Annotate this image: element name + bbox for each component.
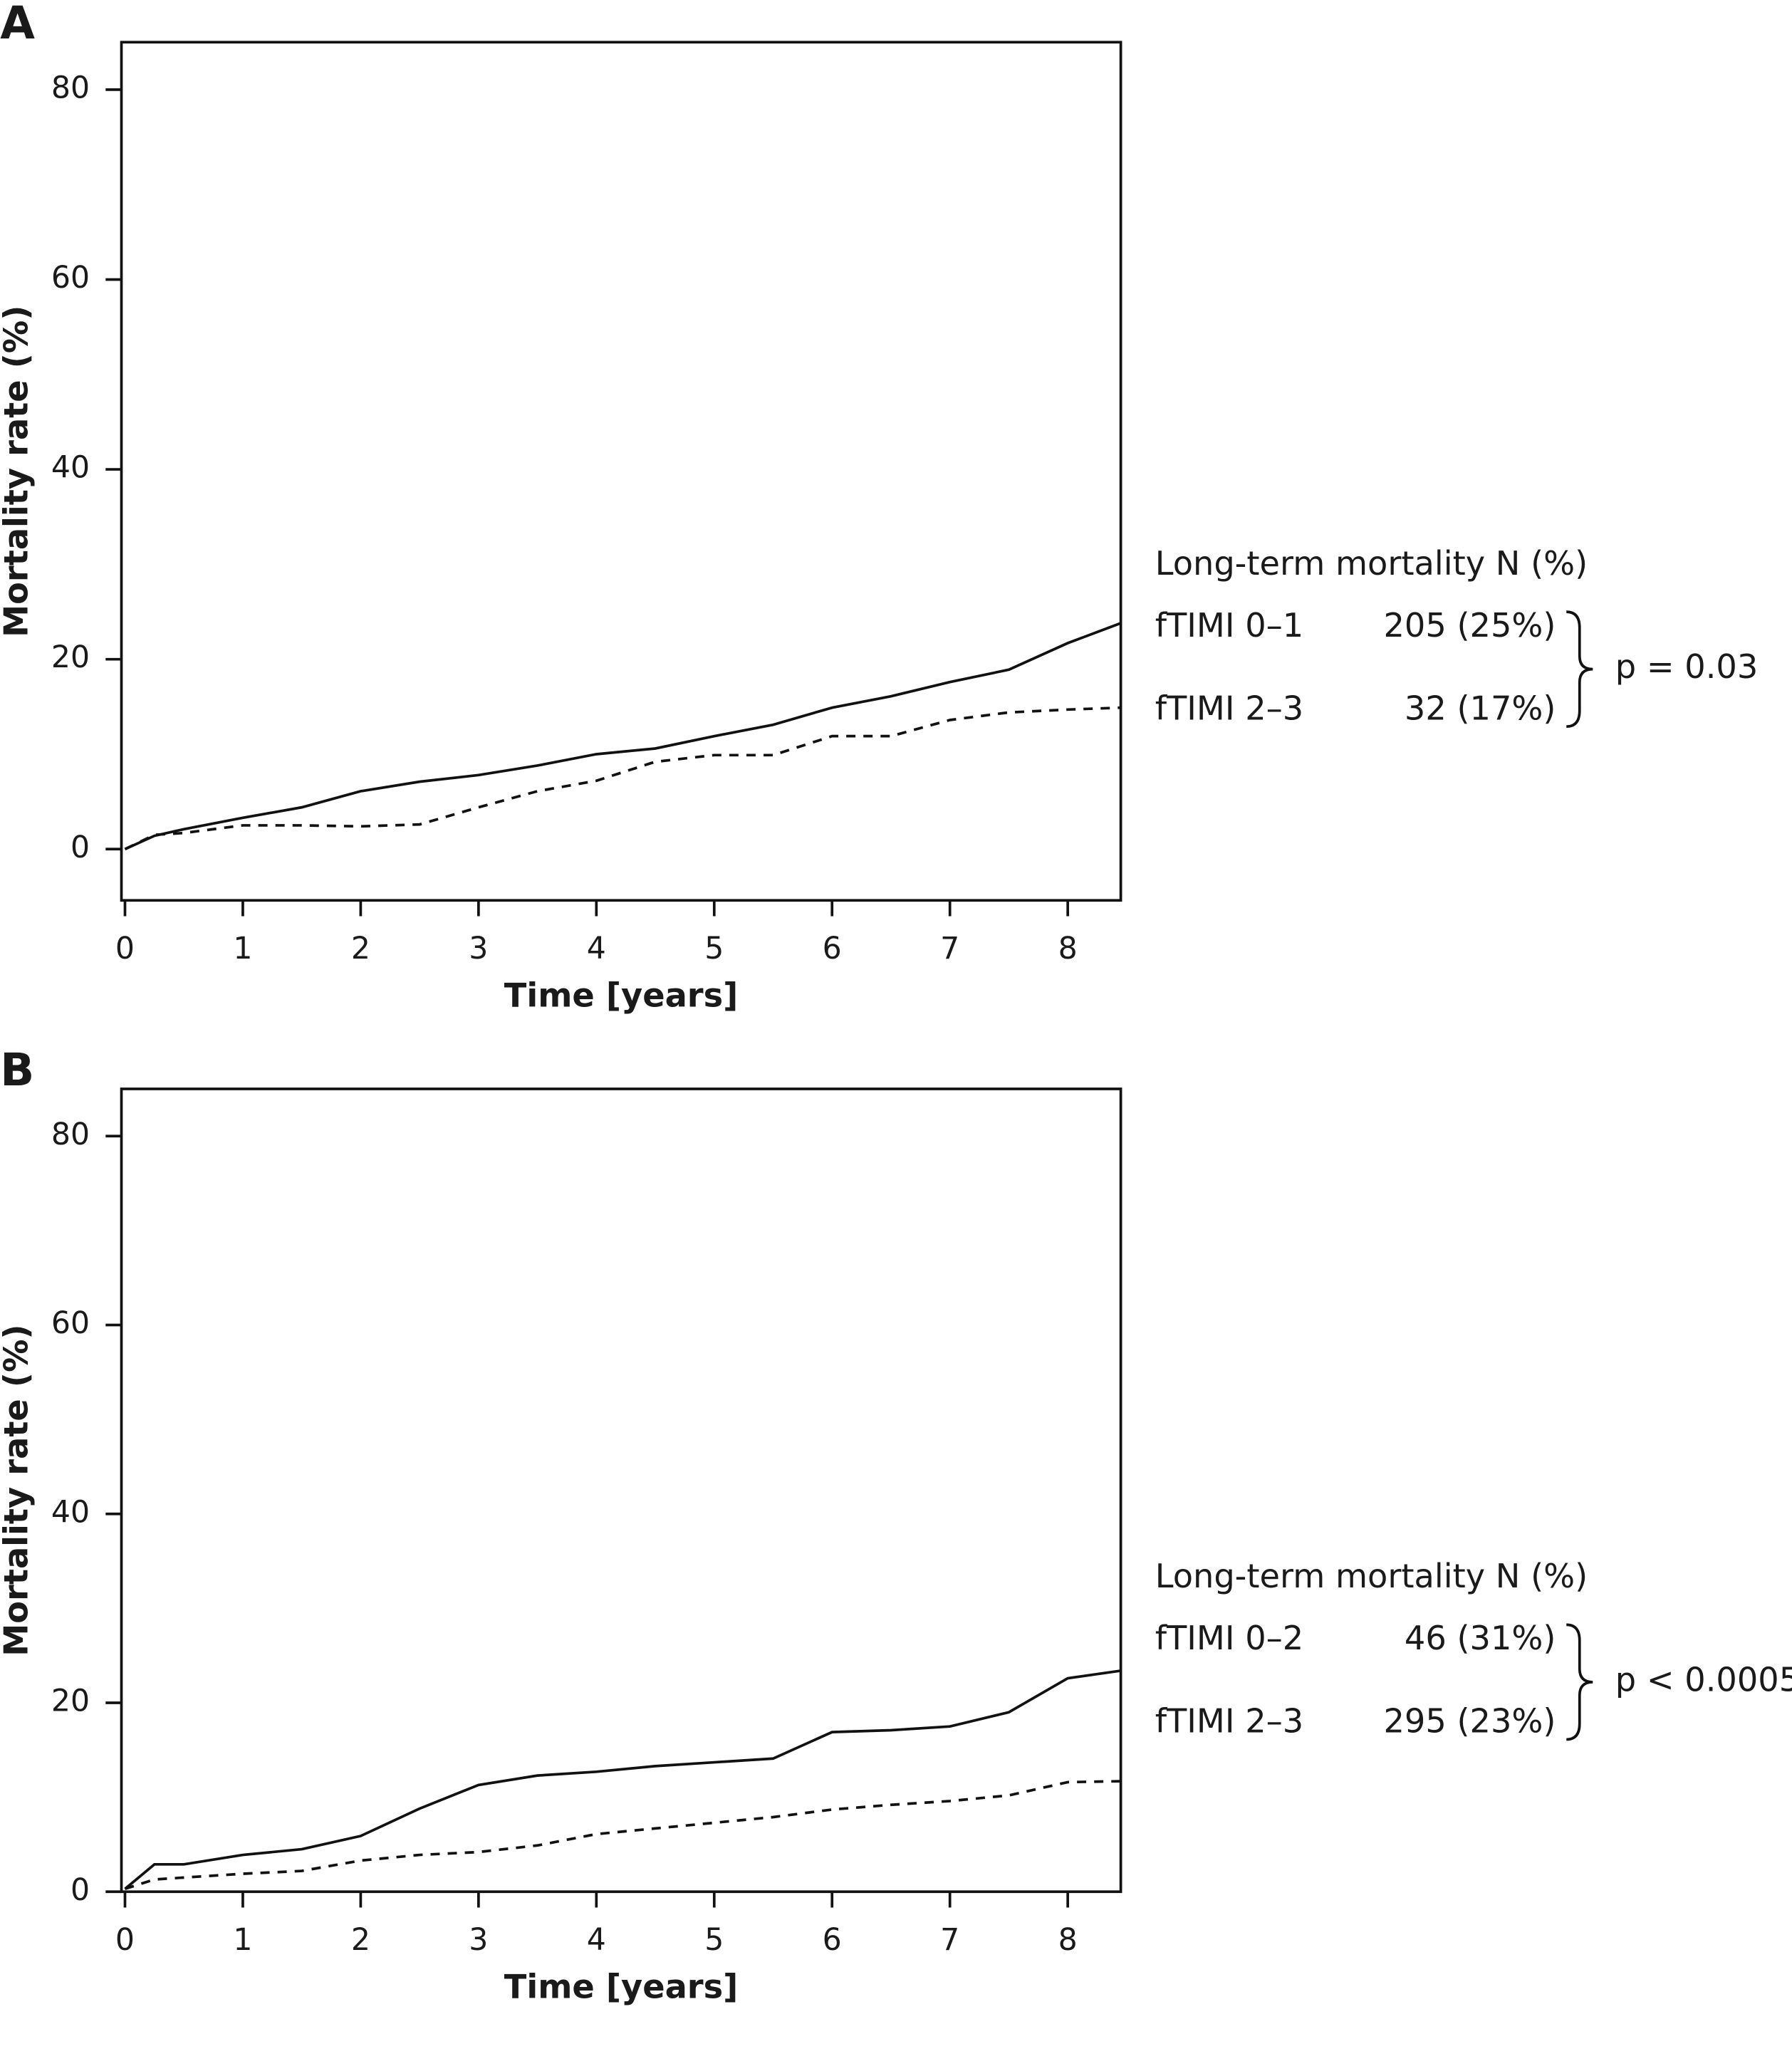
plot-frame xyxy=(120,41,1122,902)
x-tick-label: 5 xyxy=(704,931,724,966)
x-tick-label: 8 xyxy=(1058,931,1078,966)
legend-entry: fTIMI 2–3 xyxy=(1155,1702,1303,1741)
x-tick-label: 4 xyxy=(587,1922,606,1958)
y-tick-label: 80 xyxy=(51,70,90,105)
x-tick-label: 2 xyxy=(351,931,370,966)
y-tick-label: 0 xyxy=(71,1872,90,1908)
legend-entry: fTIMI 2–3 xyxy=(1155,689,1303,727)
x-tick-label: 6 xyxy=(823,931,842,966)
series-line xyxy=(124,1780,1121,1891)
plot-frame xyxy=(120,1087,1122,1894)
y-tick-label: 20 xyxy=(51,1684,90,1719)
series-line xyxy=(124,1669,1121,1890)
x-tick-label: 6 xyxy=(823,1922,842,1958)
x-tick-label: 7 xyxy=(940,931,959,966)
x-tick-label: 0 xyxy=(115,931,135,966)
legend-annotation: 205 (25%) xyxy=(1383,606,1556,645)
x-tick-label: 1 xyxy=(233,1922,252,1958)
y-tick-label: 60 xyxy=(51,260,90,296)
x-tick-label: 5 xyxy=(704,1922,724,1958)
brace xyxy=(1566,1623,1593,1741)
y-tick-label: 0 xyxy=(71,830,90,865)
panel-label: B xyxy=(0,1044,34,1096)
p-value: p = 0.03 xyxy=(1615,647,1759,686)
legend-annotation: 32 (17%) xyxy=(1405,689,1556,727)
x-tick-label: 1 xyxy=(233,931,252,966)
legend-annotation: 46 (31%) xyxy=(1405,1619,1556,1657)
y-axis-label: Mortality rate (%) xyxy=(0,1324,36,1656)
y-tick-label: 40 xyxy=(51,1494,90,1530)
series-line xyxy=(124,622,1122,850)
x-tick-label: 2 xyxy=(351,1922,370,1958)
y-tick-label: 40 xyxy=(51,450,90,486)
legend-title: Long-term mortality N (%) xyxy=(1155,544,1588,583)
x-tick-label: 7 xyxy=(940,1922,959,1958)
y-tick-label: 60 xyxy=(51,1305,90,1341)
y-tick-label: 80 xyxy=(51,1117,90,1152)
x-axis-label: Time [years] xyxy=(504,976,739,1015)
p-value: p < 0.0005 xyxy=(1615,1660,1792,1699)
series-line xyxy=(124,706,1121,850)
legend-annotation: 295 (23%) xyxy=(1383,1702,1556,1741)
panel-label: A xyxy=(0,0,35,49)
y-axis-label: Mortality rate (%) xyxy=(0,306,36,637)
x-tick-label: 0 xyxy=(115,1922,135,1958)
x-axis-label: Time [years] xyxy=(504,1968,739,2006)
legend-entry: fTIMI 0–2 xyxy=(1155,1619,1303,1657)
y-tick-label: 20 xyxy=(51,640,90,675)
legend-entry: fTIMI 0–1 xyxy=(1155,606,1303,645)
x-tick-label: 3 xyxy=(469,931,488,966)
x-tick-label: 4 xyxy=(587,931,606,966)
x-tick-label: 3 xyxy=(469,1922,488,1958)
brace xyxy=(1566,610,1593,728)
legend-title: Long-term mortality N (%) xyxy=(1155,1557,1588,1595)
x-tick-label: 8 xyxy=(1058,1922,1078,1958)
